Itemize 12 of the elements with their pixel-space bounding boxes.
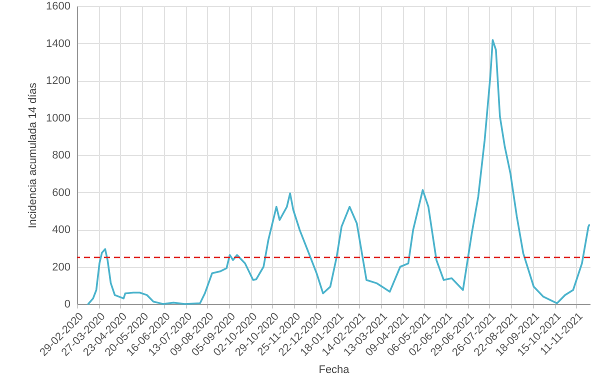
y-tick-label: 1600 — [46, 0, 70, 12]
y-tick-label: 0 — [64, 298, 70, 310]
y-tick-label: 400 — [52, 224, 70, 236]
y-tick-label: 1200 — [46, 75, 70, 87]
y-tick-label: 1000 — [46, 112, 70, 124]
line-series — [87, 39, 590, 305]
y-tick-label: 600 — [52, 186, 70, 199]
y-tick-label: 800 — [52, 150, 70, 162]
y-tick-label: 1400 — [46, 38, 70, 50]
y-axis-title: Incidencia acumulada 14 días — [27, 82, 40, 228]
x-axis-title: Fecha — [318, 364, 350, 375]
y-tick-label: 200 — [52, 261, 70, 274]
